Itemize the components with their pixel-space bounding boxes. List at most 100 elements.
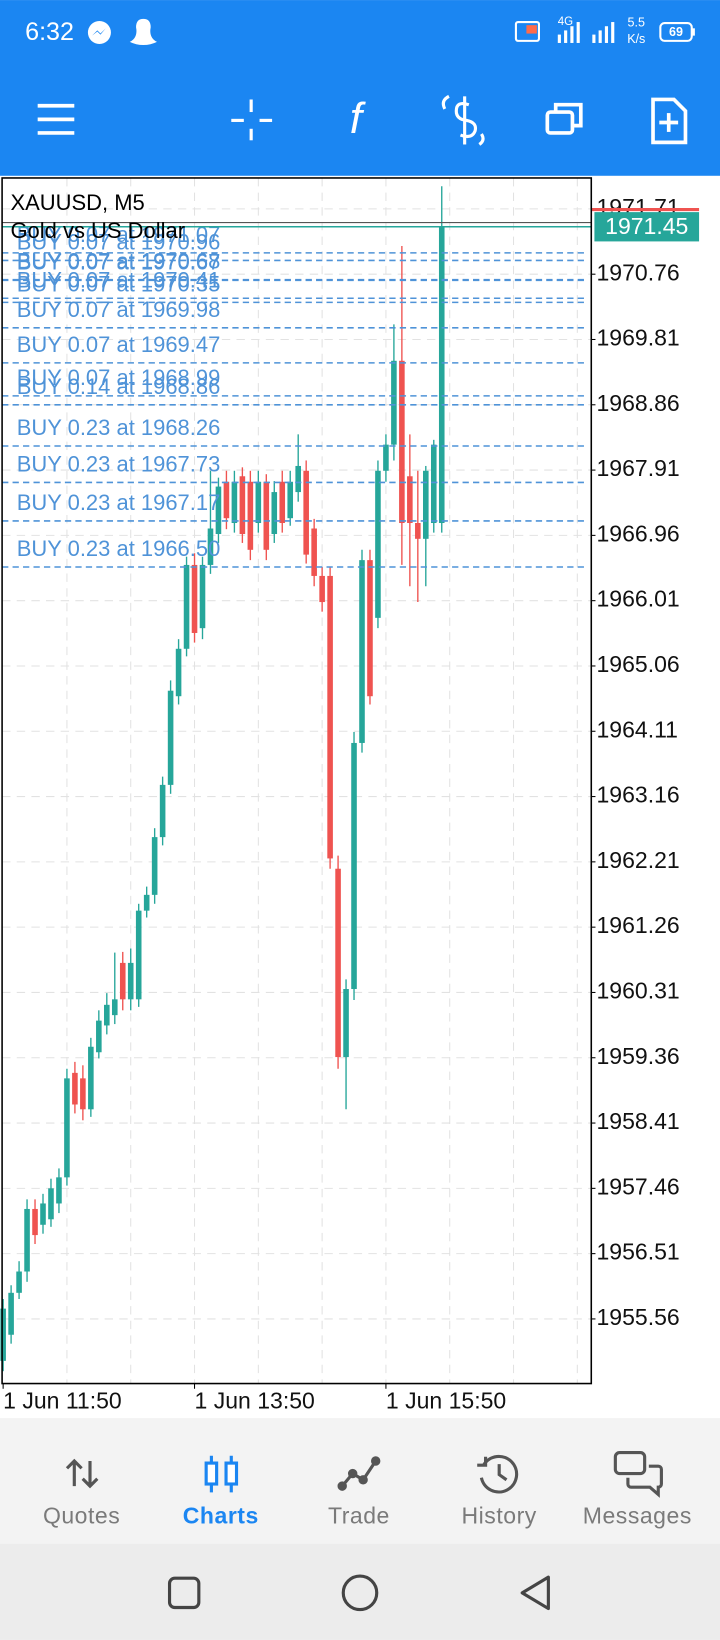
nav-item-label[interactable]: Charts [183, 1503, 259, 1529]
nav-item-label[interactable]: Messages [583, 1503, 692, 1529]
candle-body [111, 999, 118, 1016]
candle-body [8, 1292, 14, 1335]
candle-body [207, 528, 214, 565]
candle-body [383, 444, 389, 471]
candle-body [335, 868, 341, 1058]
charts-icon[interactable] [204, 1455, 239, 1493]
y-tick-label: 1970.76 [597, 259, 680, 285]
signal-icons [557, 22, 615, 43]
y-tick-label: 1955.56 [597, 1304, 680, 1330]
candle-body [183, 564, 190, 649]
candle-body [127, 962, 134, 1000]
y-tick-label: 1962.21 [597, 847, 680, 873]
candle-body [135, 910, 142, 1000]
messages-icon[interactable] [613, 1451, 663, 1498]
candle-body [199, 564, 206, 629]
order-label: BUY 0.07 at 1970.41 [17, 267, 221, 292]
messenger-icon [87, 20, 111, 45]
y-tick-label: 1957.46 [597, 1173, 680, 1199]
chart-frame [1, 177, 593, 1385]
candle-body [359, 560, 365, 743]
candle-body [231, 481, 238, 524]
candle-body [367, 560, 373, 697]
candle-body [415, 523, 421, 539]
back-button[interactable] [520, 1575, 550, 1611]
snapchat-icon [129, 18, 157, 46]
chart: 1971.711970.761969.811968.861967.911966.… [0, 177, 700, 1413]
y-tick-label: 1956.51 [597, 1239, 680, 1265]
home-button[interactable] [341, 1574, 379, 1612]
network-type: 4G [558, 16, 573, 28]
history-icon[interactable] [477, 1454, 519, 1494]
order-label: BUY 0.23 at 1966.50 [17, 536, 221, 561]
bid-label-box [594, 212, 700, 242]
y-tick-label: 1961.26 [597, 912, 680, 938]
system-nav-bar [0, 1543, 720, 1640]
candle-body [16, 1271, 22, 1293]
candle-body [375, 470, 381, 618]
candle-body [271, 492, 278, 535]
y-tick-label: 1966.96 [597, 520, 680, 546]
new-order-button[interactable] [651, 97, 688, 145]
order-label: BUY 0.07 at 1970.68 [17, 249, 221, 274]
candle-body [255, 481, 262, 524]
app-bar-background [0, 0, 720, 176]
candle-body [343, 989, 349, 1058]
candle-body [104, 1004, 110, 1026]
candle-body [407, 476, 413, 524]
order-label: BUY 0.14 at 1968.86 [17, 374, 221, 399]
nav-item-label[interactable]: Quotes [43, 1503, 120, 1529]
candle-body [0, 1308, 6, 1361]
y-tick-label: 1964.11 [597, 716, 679, 742]
candle-body [430, 444, 437, 524]
chart-symbol: XAUUSD, M5 [10, 190, 144, 215]
indicators-button[interactable]: f [350, 94, 366, 143]
candle-body [287, 481, 294, 519]
candle-body [151, 837, 158, 895]
quotes-icon[interactable] [65, 1458, 99, 1489]
battery-level: 69 [669, 25, 683, 39]
candle-body [351, 742, 357, 990]
order-label: BUY 0.07 at 1968.99 [17, 365, 221, 390]
y-tick-label: 1963.16 [597, 782, 680, 808]
trade-icon[interactable] [337, 1456, 381, 1491]
candle-body [263, 481, 270, 550]
candle-body [303, 470, 309, 555]
status-time: 6:32 [25, 18, 74, 46]
y-tick-label: 1966.01 [597, 586, 680, 612]
network-speed-unit: K/s [627, 32, 645, 46]
windows-button[interactable] [545, 102, 583, 135]
menu-button[interactable] [37, 103, 75, 135]
candle-body [48, 1188, 54, 1220]
order-label: BUY 0.23 at 1967.73 [17, 452, 221, 477]
candle-body [191, 564, 198, 633]
recents-button[interactable] [167, 1576, 201, 1610]
candle-body [311, 528, 317, 576]
y-tick-label: 1969.81 [597, 325, 680, 351]
order-label: BUY 0.07 at 1969.47 [17, 332, 221, 357]
candle-body [175, 648, 182, 697]
y-tick-label: 1959.36 [597, 1043, 680, 1069]
x-tick-label: 1 Jun 15:50 [386, 1387, 506, 1413]
candle-body [64, 1078, 70, 1178]
trade-button[interactable] [441, 94, 485, 146]
cast-icon [514, 20, 540, 42]
candle-body [319, 575, 325, 603]
candle-body [32, 1208, 38, 1236]
candle-body [72, 1072, 78, 1105]
chart-title: Gold vs US Dollar [10, 218, 185, 243]
candle-body [327, 575, 333, 859]
candle-body [80, 1078, 86, 1110]
nav-item-label[interactable]: Trade [328, 1503, 390, 1529]
crosshair-button[interactable] [231, 99, 273, 141]
candle-body [96, 1020, 102, 1053]
y-tick-label: 1968.86 [597, 390, 680, 416]
order-label: BUY 0.07 at 1970.96 [17, 229, 221, 254]
bid-label: 1971.45 [605, 213, 688, 239]
y-tick-label: 1960.31 [597, 978, 680, 1004]
candle-body [167, 690, 174, 785]
candle-body [223, 481, 230, 519]
candle-body [279, 481, 286, 524]
nav-item-label[interactable]: History [462, 1503, 537, 1529]
candle-body [56, 1177, 62, 1204]
